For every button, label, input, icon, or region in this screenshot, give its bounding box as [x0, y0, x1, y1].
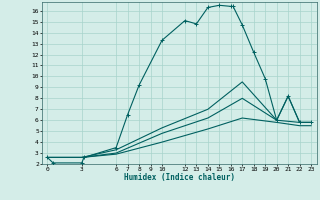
- X-axis label: Humidex (Indice chaleur): Humidex (Indice chaleur): [124, 173, 235, 182]
